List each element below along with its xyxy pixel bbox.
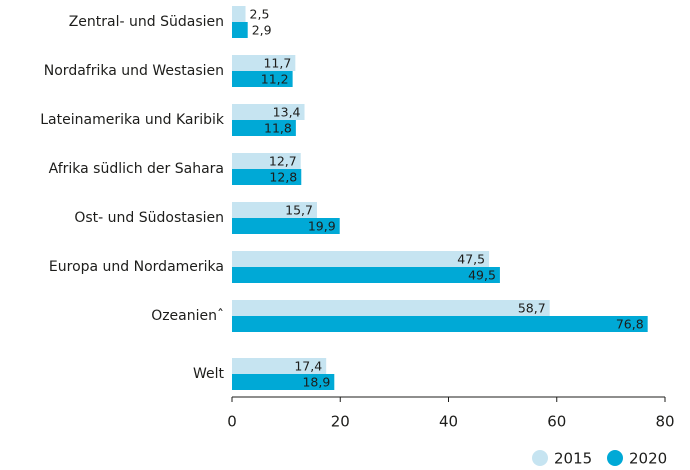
value-label: 11,7 <box>263 56 291 71</box>
y-tick-label: Zentral- und Südasien <box>69 14 224 30</box>
y-tick-label: Ozeanienˆ <box>151 308 224 324</box>
bar <box>232 169 302 185</box>
bar <box>232 251 490 267</box>
bar <box>232 6 246 22</box>
value-label: 2,9 <box>252 23 272 38</box>
y-tick-label: Lateinamerika und Karibik <box>40 112 225 128</box>
value-label: 12,7 <box>269 154 297 169</box>
bar <box>232 358 327 374</box>
value-label: 12,8 <box>269 170 297 185</box>
x-tick-label: 20 <box>331 413 350 431</box>
y-tick-label: Europa und Nordamerika <box>49 259 224 275</box>
value-label: 15,7 <box>285 203 313 218</box>
bar <box>232 316 648 332</box>
value-label: 49,5 <box>468 268 496 283</box>
y-tick-label: Nordafrika und Westasien <box>44 63 224 79</box>
y-tick-label: Welt <box>193 366 225 382</box>
value-label: 17,4 <box>294 359 322 374</box>
value-label: 13,4 <box>273 105 301 120</box>
bar <box>232 218 340 234</box>
y-tick-label: Afrika südlich der Sahara <box>49 161 224 177</box>
x-tick-label: 40 <box>439 413 458 431</box>
legend-swatch <box>532 450 548 466</box>
x-tick-label: 60 <box>547 413 566 431</box>
value-label: 19,9 <box>308 219 336 234</box>
legend-swatch <box>607 450 623 466</box>
value-label: 18,9 <box>302 375 330 390</box>
x-tick-label: 80 <box>655 413 674 431</box>
bar <box>232 153 301 169</box>
bar <box>232 374 335 390</box>
value-label: 11,8 <box>264 121 292 136</box>
bar <box>232 300 550 316</box>
value-label: 76,8 <box>616 317 644 332</box>
value-label: 58,7 <box>518 301 546 316</box>
value-label: 2,5 <box>250 7 270 22</box>
x-tick-label: 0 <box>227 413 237 431</box>
legend-label: 2020 <box>629 450 667 468</box>
bar <box>232 202 317 218</box>
bar <box>232 22 248 38</box>
bar <box>232 104 305 120</box>
bar <box>232 71 293 87</box>
legend-label: 2015 <box>554 450 592 468</box>
y-tick-label: Ost- und Südostasien <box>74 210 224 226</box>
value-label: 11,2 <box>261 72 289 87</box>
value-label: 47,5 <box>457 252 485 267</box>
bar <box>232 120 296 136</box>
bar <box>232 267 500 283</box>
bar <box>232 55 296 71</box>
